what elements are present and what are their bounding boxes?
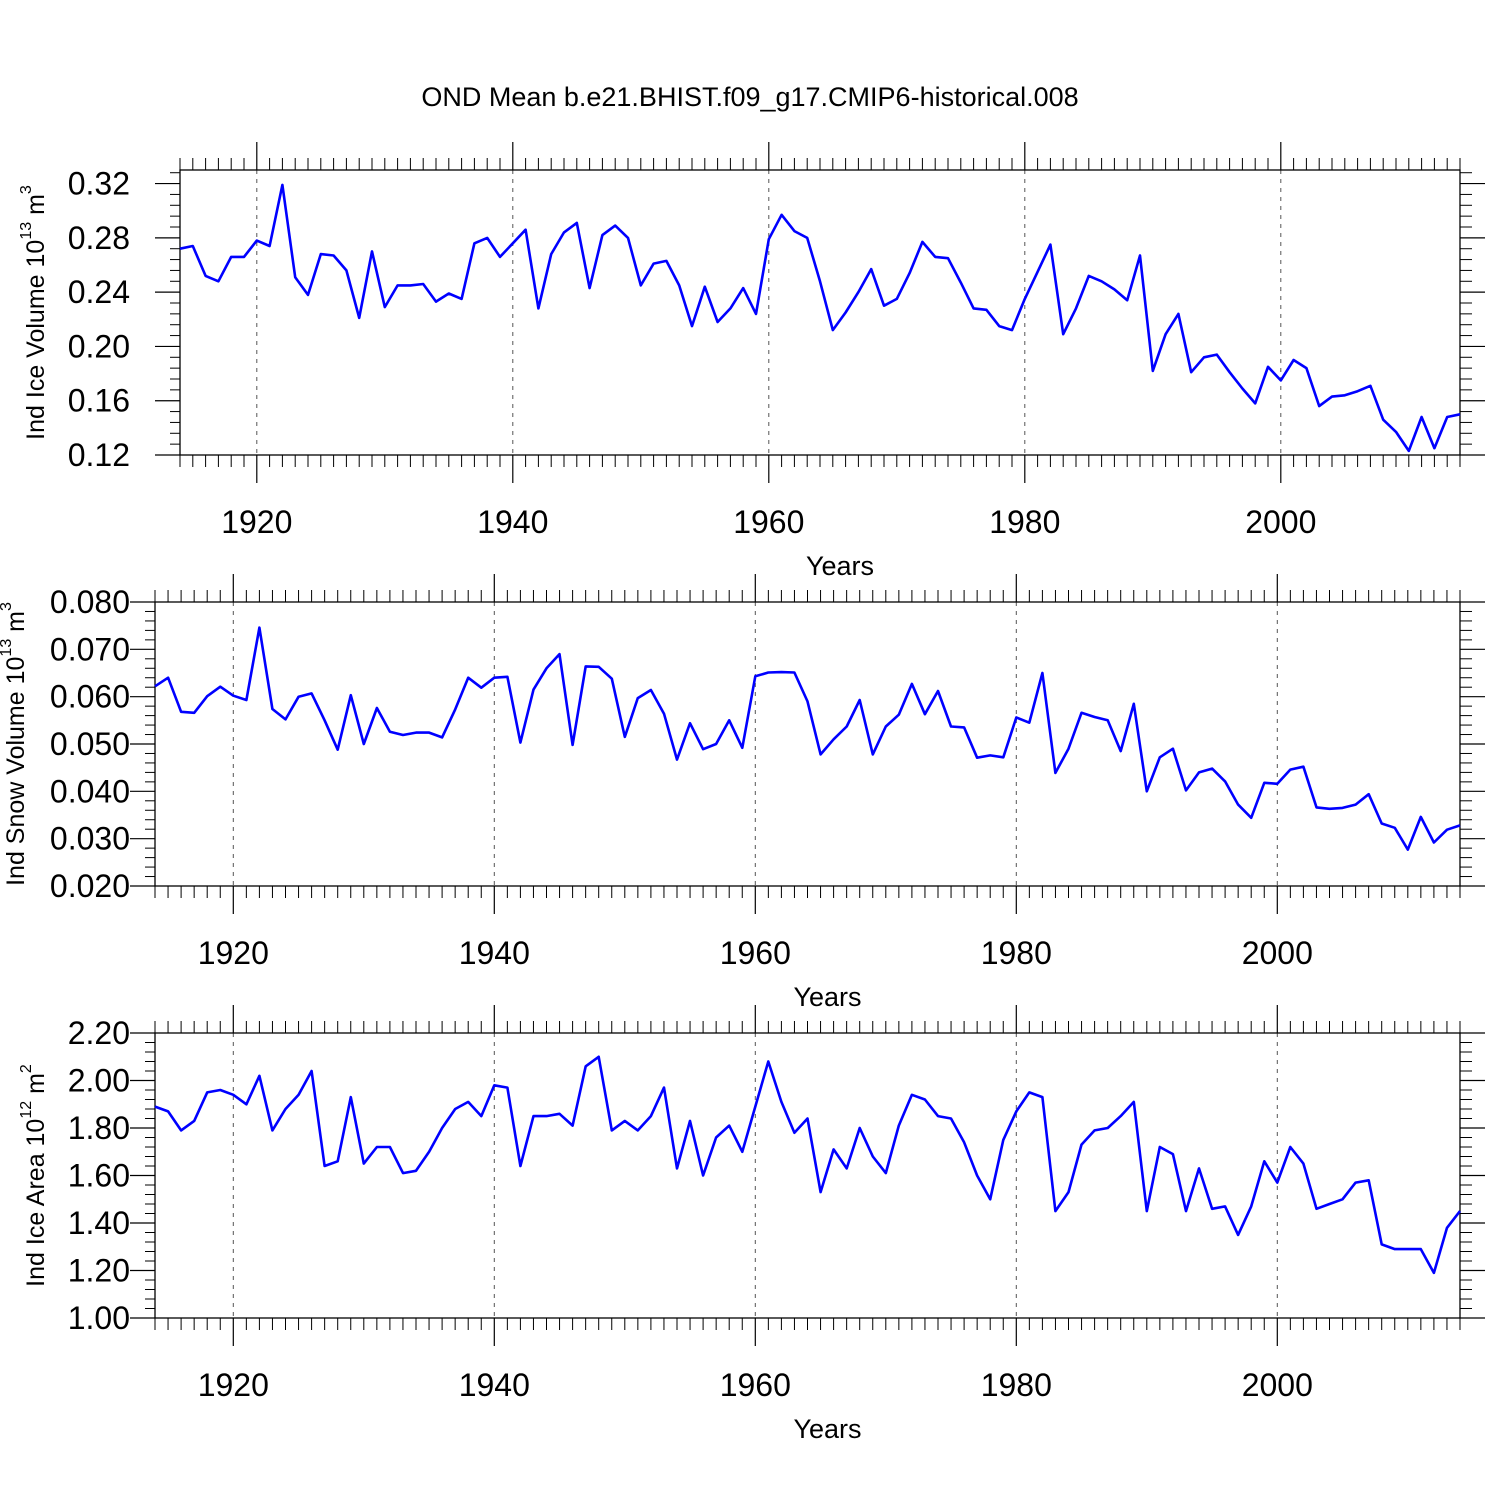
- y-tick-label: 1.60: [68, 1158, 130, 1194]
- y-tick-label: 1.80: [68, 1110, 130, 1146]
- y-tick-label: 0.050: [50, 726, 130, 762]
- series-line: [154, 1055, 1462, 1275]
- series-line: [154, 626, 1461, 851]
- y-tick-label: 2.20: [68, 1015, 130, 1051]
- chart-panel-2: 1920 1940 1960 1980 2000 0.020 0.030 0.040 0.050…: [0, 574, 1485, 1012]
- y-unit-exponent: 12: [18, 1101, 35, 1119]
- chart-title: OND Mean b.e21.BHIST.f09_g17.CMIP6-histo…: [421, 82, 1078, 112]
- y-unit-base: 10: [22, 240, 50, 268]
- y-tick-label: 1.00: [68, 1300, 130, 1336]
- y-unit-symbol: m: [22, 194, 50, 222]
- chart-panel-3: 1920 1940 1960 1980 2000 1.00 1.20 1.40 1.60 1.80…: [18, 1005, 1485, 1444]
- minor-ticks: [170, 158, 1472, 467]
- x-tick-label: 2000: [1245, 504, 1316, 540]
- y-tick-label: 1.40: [68, 1205, 130, 1241]
- x-tick-label: 2000: [1242, 1367, 1313, 1403]
- x-tick-label: 1960: [720, 935, 791, 971]
- y-unit-symbol-exponent: 3: [18, 185, 35, 194]
- y-axis-label: Ind Ice Area 1012 m2: [18, 1064, 51, 1287]
- y-tick-label: 0.070: [50, 631, 130, 667]
- y-unit-symbol: m: [2, 611, 30, 639]
- y-unit-base: 10: [2, 657, 30, 685]
- series-line: [179, 183, 1461, 453]
- x-tick-label: 1940: [459, 1367, 530, 1403]
- x-tick-label: 1940: [477, 504, 548, 540]
- chart-panel-1: 1920 1940 1960 1980 2000 0.12 0.16 0.20 0.24 0.28…: [18, 142, 1485, 581]
- y-unit-exponent: 13: [18, 222, 35, 240]
- x-tick-label: 1980: [981, 935, 1052, 971]
- y-unit-symbol: m: [22, 1073, 50, 1101]
- y-tick-label: 1.20: [68, 1253, 130, 1289]
- plot-frame: [154, 601, 1461, 887]
- plot-frame: [154, 1032, 1461, 1319]
- y-tick-label: 0.040: [50, 773, 130, 809]
- chart-panels: 1920 1940 1960 1980 2000 0.12 0.16 0.20 0.24 0.28…: [0, 142, 1485, 1444]
- x-tick-label: 1920: [198, 935, 269, 971]
- y-axis-label: Ind Snow Volume 1013 m3: [0, 602, 30, 886]
- y-axis-label-text: Ind Ice Volume: [22, 267, 50, 439]
- y-tick-label: 0.020: [50, 868, 130, 904]
- y-tick-label: 0.28: [68, 220, 130, 256]
- y-axis-label-text: Ind Ice Area: [22, 1146, 50, 1286]
- y-unit-symbol-exponent: 2: [18, 1064, 35, 1073]
- x-axis-label: Years: [806, 551, 874, 581]
- x-tick-label: 1920: [198, 1367, 269, 1403]
- x-axis-label: Years: [793, 1414, 861, 1444]
- minor-ticks: [145, 1021, 1472, 1330]
- y-unit-exponent: 13: [0, 639, 15, 657]
- x-tick-label: 1980: [989, 504, 1060, 540]
- minor-ticks: [145, 590, 1472, 898]
- y-tick-label: 0.030: [50, 821, 130, 857]
- x-tick-label: 2000: [1242, 935, 1313, 971]
- y-tick-label: 0.16: [68, 383, 130, 419]
- y-tick-label: 2.00: [68, 1063, 130, 1099]
- y-tick-label: 0.060: [50, 679, 130, 715]
- x-axis-label: Years: [793, 982, 861, 1012]
- x-tick-label: 1960: [720, 1367, 791, 1403]
- x-tick-label: 1980: [981, 1367, 1052, 1403]
- y-unit-base: 10: [22, 1119, 50, 1147]
- y-axis-label: Ind Ice Volume 1013 m3: [18, 185, 51, 440]
- y-tick-label: 0.20: [68, 328, 130, 364]
- y-tick-label: 0.32: [68, 166, 130, 202]
- y-axis-label-text: Ind Snow Volume: [2, 684, 30, 886]
- x-tick-label: 1960: [733, 504, 804, 540]
- y-tick-label: 0.24: [68, 274, 130, 310]
- x-tick-label: 1920: [221, 504, 292, 540]
- y-unit-symbol-exponent: 3: [0, 602, 15, 611]
- plot-frame: [179, 169, 1461, 456]
- x-tick-label: 1940: [459, 935, 530, 971]
- y-tick-label: 0.080: [50, 584, 130, 620]
- y-tick-label: 0.12: [68, 437, 130, 473]
